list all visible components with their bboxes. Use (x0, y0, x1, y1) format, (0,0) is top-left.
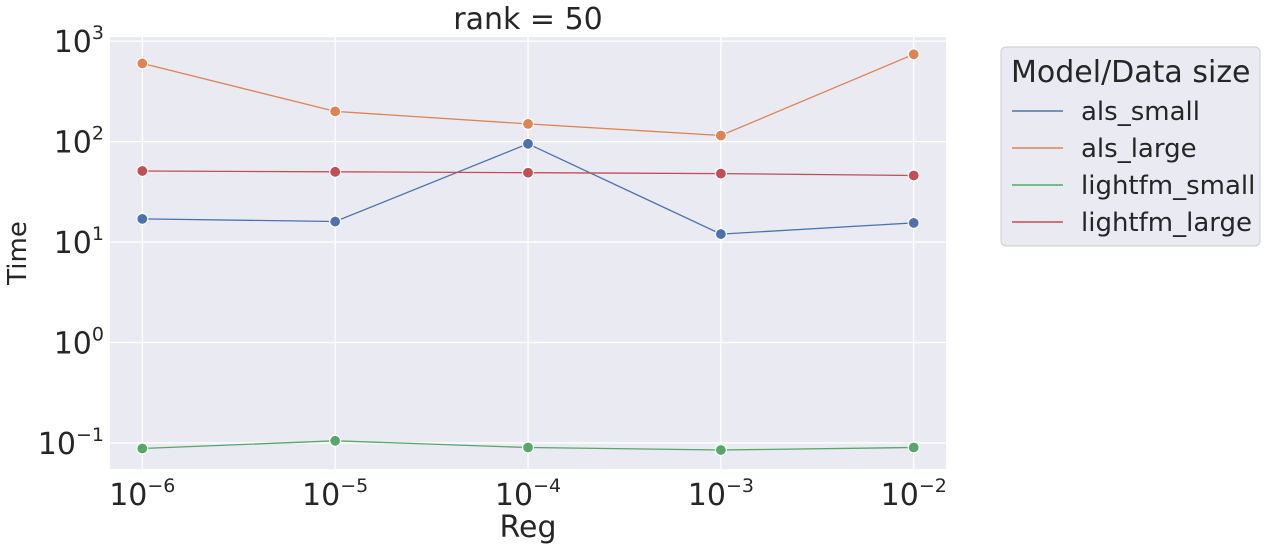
legend: Model/Data size als_small als_largelightf… (1000, 46, 1261, 247)
data-point-lightfm_small (329, 434, 342, 447)
data-point-als_large (907, 48, 920, 61)
x-tick-label: 10−3 (688, 475, 754, 513)
legend-label-lightfm_small: lightfm_small (1081, 171, 1255, 201)
legend-label-lightfm_large: lightfm_large (1081, 208, 1252, 238)
data-point-lightfm_large (329, 165, 342, 178)
data-point-als_small (521, 137, 535, 150)
data-point-als_small (136, 212, 149, 225)
x-tick-labels: 10−6 10−5 10−4 10−3 10−2 (109, 475, 947, 513)
y-axis-label: Time (3, 221, 33, 286)
x-tick-label: 10−5 (302, 475, 368, 513)
data-point-als_small (907, 216, 920, 230)
data-point-lightfm_small (714, 443, 727, 457)
data-point-als_large (329, 105, 342, 118)
data-point-lightfm_large (521, 166, 535, 179)
data-point-als_small (714, 227, 727, 241)
legend-box (1000, 46, 1261, 247)
y-tick-label: 102 (54, 123, 104, 161)
y-tick-labels: 10−1 100 101 102 103 (38, 22, 104, 462)
data-point-lightfm_large (907, 169, 920, 182)
x-tick-label: 10−6 (109, 475, 175, 513)
legend-title: Model/Data size (1011, 55, 1251, 90)
data-point-als_large (714, 129, 727, 142)
data-point-als_small (329, 215, 342, 228)
data-point-als_large (136, 57, 149, 70)
data-point-lightfm_large (136, 164, 149, 178)
data-point-lightfm_small (907, 441, 920, 454)
y-tick-label: 103 (54, 22, 104, 60)
data-point-als_large (521, 117, 535, 131)
legend-items: als_small als_large lightfm_small lightfm_l… (1012, 97, 1255, 238)
y-tick-label: 100 (54, 323, 104, 361)
y-tick-label: 10−1 (38, 424, 104, 462)
series-points (136, 48, 920, 457)
data-point-lightfm_small (521, 441, 535, 454)
y-tick-label: 101 (54, 223, 104, 261)
chart-title: rank = 50 (453, 2, 603, 37)
legend-label-als_small: als_small (1081, 97, 1200, 127)
data-point-lightfm_small (136, 442, 149, 455)
data-point-lightfm_large (714, 167, 727, 180)
legend-label-als_large: als_large (1081, 134, 1197, 164)
x-tick-label: 10−4 (495, 475, 561, 513)
x-tick-label: 10−2 (881, 475, 947, 513)
x-axis-label: Reg (500, 510, 557, 545)
